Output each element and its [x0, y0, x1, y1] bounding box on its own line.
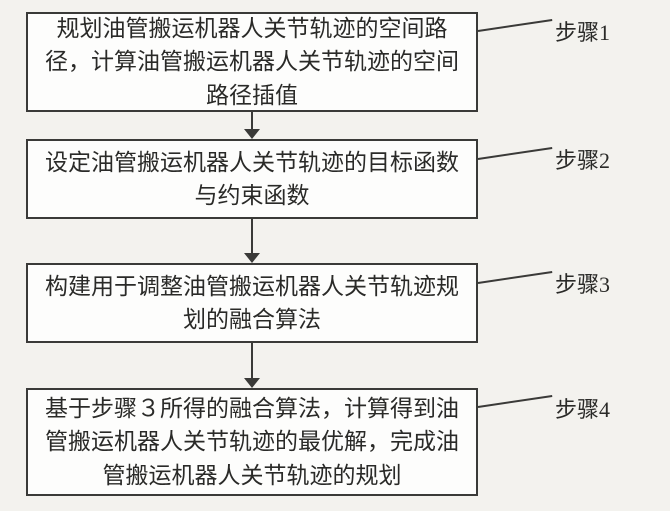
connector-2 — [251, 219, 253, 255]
step-box-2: 设定油管搬运机器人关节轨迹的目标函数与约束函数 — [26, 139, 478, 219]
step-box-4: 基于步骤３所得的融合算法，计算得到油管搬运机器人关节轨迹的最优解，完成油管搬运机… — [26, 388, 478, 496]
step-box-1: 规划油管搬运机器人关节轨迹的空间路径，计算油管搬运机器人关节轨迹的空间路径插值 — [26, 12, 478, 112]
arrowhead-1 — [244, 129, 260, 139]
arrowhead-2 — [244, 253, 260, 263]
step-label-1: 步骤1 — [555, 15, 610, 47]
leader-line-4 — [478, 395, 552, 408]
step-label-4: 步骤4 — [555, 392, 610, 424]
leader-line-3 — [478, 271, 552, 284]
leader-line-1 — [478, 19, 552, 32]
step-label-2: 步骤2 — [555, 143, 610, 175]
step-text-1: 规划油管搬运机器人关节轨迹的空间路径，计算油管搬运机器人关节轨迹的空间路径插值 — [38, 12, 466, 112]
step-text-3: 构建用于调整油管搬运机器人关节轨迹规划的融合算法 — [38, 270, 466, 337]
step-label-3: 步骤3 — [555, 267, 610, 299]
connector-3 — [251, 343, 253, 380]
arrowhead-3 — [244, 378, 260, 388]
step-text-2: 设定油管搬运机器人关节轨迹的目标函数与约束函数 — [38, 146, 466, 213]
step-box-3: 构建用于调整油管搬运机器人关节轨迹规划的融合算法 — [26, 263, 478, 343]
leader-line-2 — [478, 147, 552, 160]
step-text-4: 基于步骤３所得的融合算法，计算得到油管搬运机器人关节轨迹的最优解，完成油管搬运机… — [38, 392, 466, 492]
flowchart-canvas: 规划油管搬运机器人关节轨迹的空间路径，计算油管搬运机器人关节轨迹的空间路径插值 … — [0, 0, 670, 511]
